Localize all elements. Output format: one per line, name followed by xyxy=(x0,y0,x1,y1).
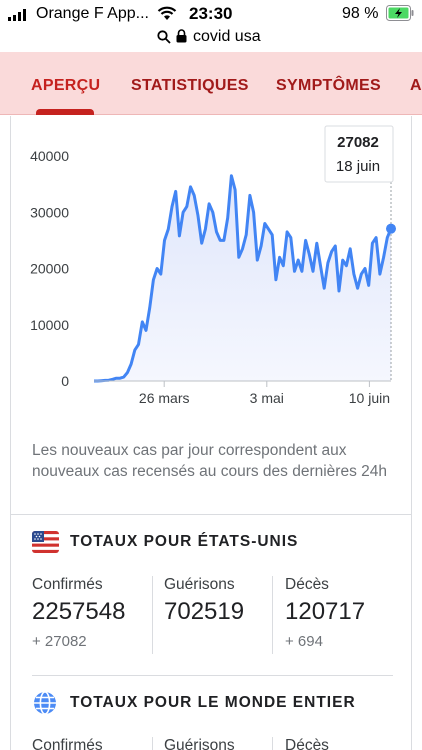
selected-tab-indicator xyxy=(36,109,94,115)
recovered-label: Guérisons xyxy=(164,737,235,750)
x-tick-label: 3 mai xyxy=(250,390,284,406)
divider xyxy=(11,514,411,515)
us-confirmed: Confirmés 2257548 + 27082 xyxy=(32,576,125,650)
world-confirmed: Confirmés xyxy=(32,737,103,750)
column-separator xyxy=(272,737,273,750)
tab-bar: APERÇU STATISTIQUES SYMPTÔMES A xyxy=(0,52,422,115)
y-tick-label: 30000 xyxy=(30,204,69,220)
confirmed-label: Confirmés xyxy=(32,737,103,750)
world-deaths: Décès xyxy=(285,737,329,750)
url-text: covid usa xyxy=(193,28,261,45)
chart-tooltip: 27082 18 juin xyxy=(324,125,394,183)
deaths-value: 120717 xyxy=(285,598,366,625)
tab-apercu[interactable]: APERÇU xyxy=(31,77,101,94)
us-totals-title: TOTAUX POUR ÉTATS-UNIS xyxy=(70,533,299,550)
world-recovered: Guérisons xyxy=(164,737,235,750)
y-tick-label: 10000 xyxy=(30,317,69,333)
tooltip-value: 27082 xyxy=(337,134,379,151)
recovered-label: Guérisons xyxy=(164,576,235,593)
column-separator xyxy=(152,737,153,750)
deaths-label: Décès xyxy=(285,737,329,750)
tooltip-date: 18 juin xyxy=(336,158,380,175)
us-recovered: Guérisons 702519 xyxy=(164,576,244,626)
battery-percent: 98 % xyxy=(342,5,379,22)
tab-next-partial[interactable]: A xyxy=(410,77,422,94)
us-deaths: Décès 120717 + 694 xyxy=(285,576,365,650)
divider xyxy=(32,675,393,676)
search-icon xyxy=(157,30,171,44)
y-tick-label: 40000 xyxy=(30,148,69,164)
cellular-signal-icon xyxy=(8,9,26,21)
tab-statistiques[interactable]: STATISTIQUES xyxy=(131,77,249,94)
clock: 23:30 xyxy=(189,4,233,23)
deaths-delta: + 694 xyxy=(285,633,323,650)
confirmed-label: Confirmés xyxy=(32,576,103,593)
world-totals-title: TOTAUX POUR LE MONDE ENTIER xyxy=(70,694,356,711)
column-separator xyxy=(152,576,153,654)
carrier-name: Orange F App... xyxy=(36,5,149,22)
address-bar[interactable]: covid usa xyxy=(0,27,422,50)
battery-charging-icon xyxy=(386,5,414,21)
daily-cases-chart[interactable]: 40000 30000 20000 10000 0 26 mars 3 mai 10 jui… xyxy=(11,116,411,426)
x-tick-label: 10 juin xyxy=(349,390,390,406)
confirmed-delta: + 27082 xyxy=(32,633,87,650)
status-bar: Orange F App... 23:30 98 % xyxy=(0,0,422,27)
hover-point xyxy=(386,223,396,234)
recovered-value: 702519 xyxy=(164,598,245,625)
wifi-icon xyxy=(157,6,177,20)
x-tick-label: 26 mars xyxy=(139,390,190,406)
cases-area xyxy=(94,175,391,381)
chart-note: Les nouveaux cas par jour correspondent … xyxy=(32,442,387,480)
globe-icon xyxy=(34,691,56,715)
deaths-label: Décès xyxy=(285,576,329,593)
column-separator xyxy=(272,576,273,654)
lock-icon xyxy=(176,29,187,43)
cases-line xyxy=(94,174,393,383)
stats-card: 40000 30000 20000 10000 0 26 mars 3 mai 10 jui… xyxy=(10,116,412,750)
y-tick-label: 20000 xyxy=(30,261,69,277)
y-tick-label: 0 xyxy=(61,373,69,389)
confirmed-value: 2257548 xyxy=(32,598,126,625)
us-flag-icon xyxy=(32,531,59,553)
tab-symptomes[interactable]: SYMPTÔMES xyxy=(276,77,381,94)
